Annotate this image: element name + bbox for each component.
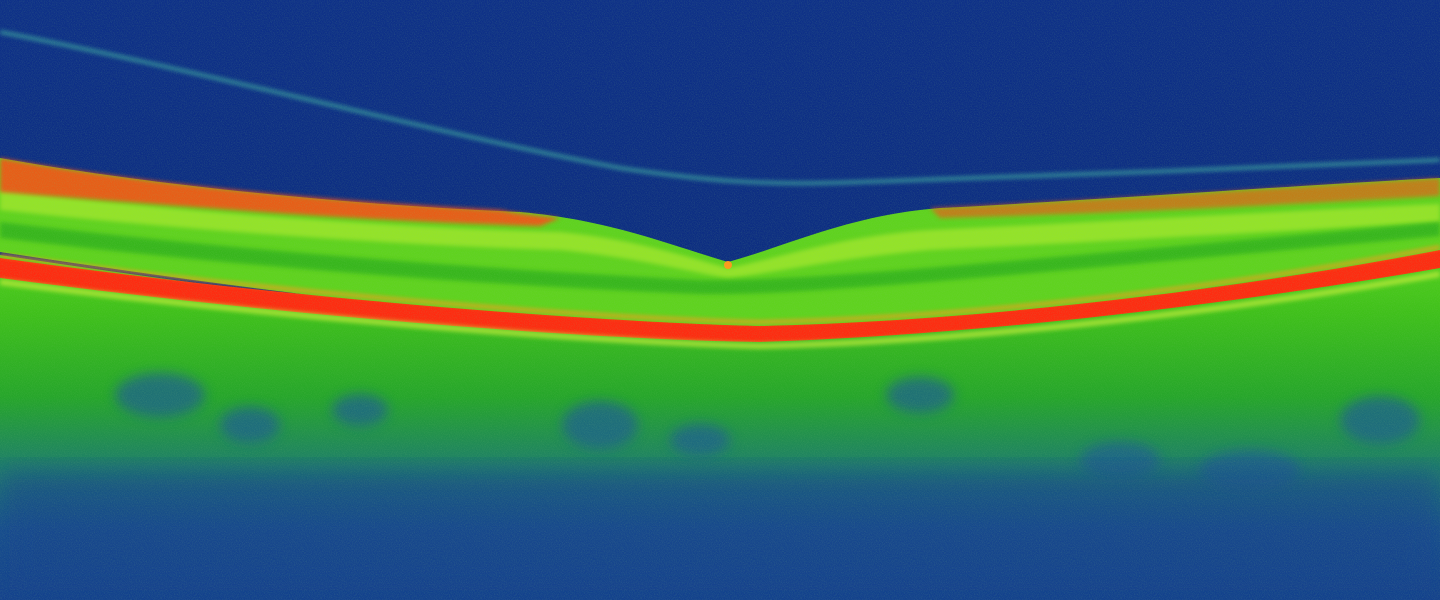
oct-retina-scan xyxy=(0,0,1440,600)
oct-scan-image xyxy=(0,0,1440,600)
speckle-noise xyxy=(0,0,1440,600)
